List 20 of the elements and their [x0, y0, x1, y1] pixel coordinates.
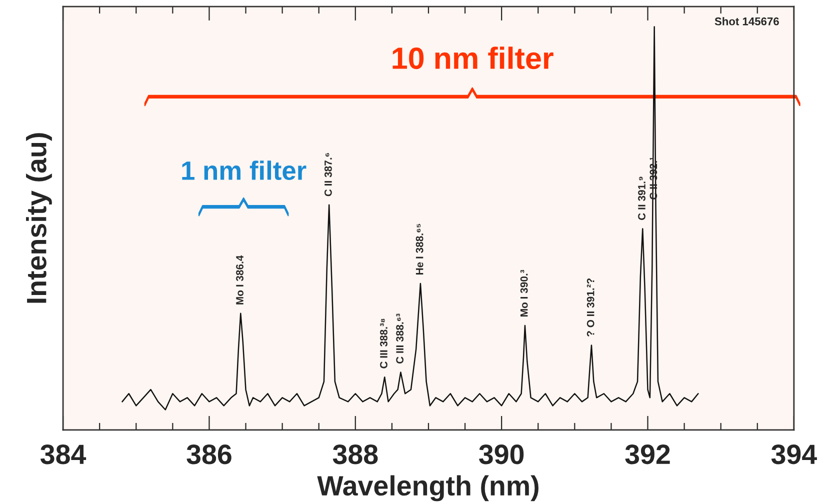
- annotation: C II 392.¹: [650, 157, 658, 200]
- annotation: He I 388.⁶⁵: [416, 224, 424, 275]
- annotation: C II 387.⁶: [324, 153, 332, 196]
- x-tick-label: 390: [479, 444, 524, 464]
- annotation: Mo I 390.³: [520, 270, 528, 316]
- annotation: 1 nm filter: [182, 160, 306, 180]
- annotation: 10 nm filter: [392, 46, 554, 70]
- annotation: C III 388.³⁸: [380, 318, 388, 368]
- annotation: ? O II 391.²?: [586, 278, 594, 336]
- x-axis-title: Wavelength (nm): [317, 475, 538, 502]
- x-tick-label: 384: [40, 444, 86, 464]
- x-tick-label: 392: [625, 444, 670, 464]
- x-tick-label: 386: [186, 444, 232, 464]
- annotation: Mo I 386.4: [236, 255, 244, 304]
- x-tick-label: 394: [771, 444, 817, 464]
- annotation: C II 391.⁹: [638, 176, 646, 220]
- text: Shot 145676: [714, 17, 779, 26]
- x-tick-label: 388: [332, 444, 378, 464]
- y-axis-title: Intensity (au): [26, 133, 52, 303]
- annotation: C III 388.⁶³: [396, 314, 404, 364]
